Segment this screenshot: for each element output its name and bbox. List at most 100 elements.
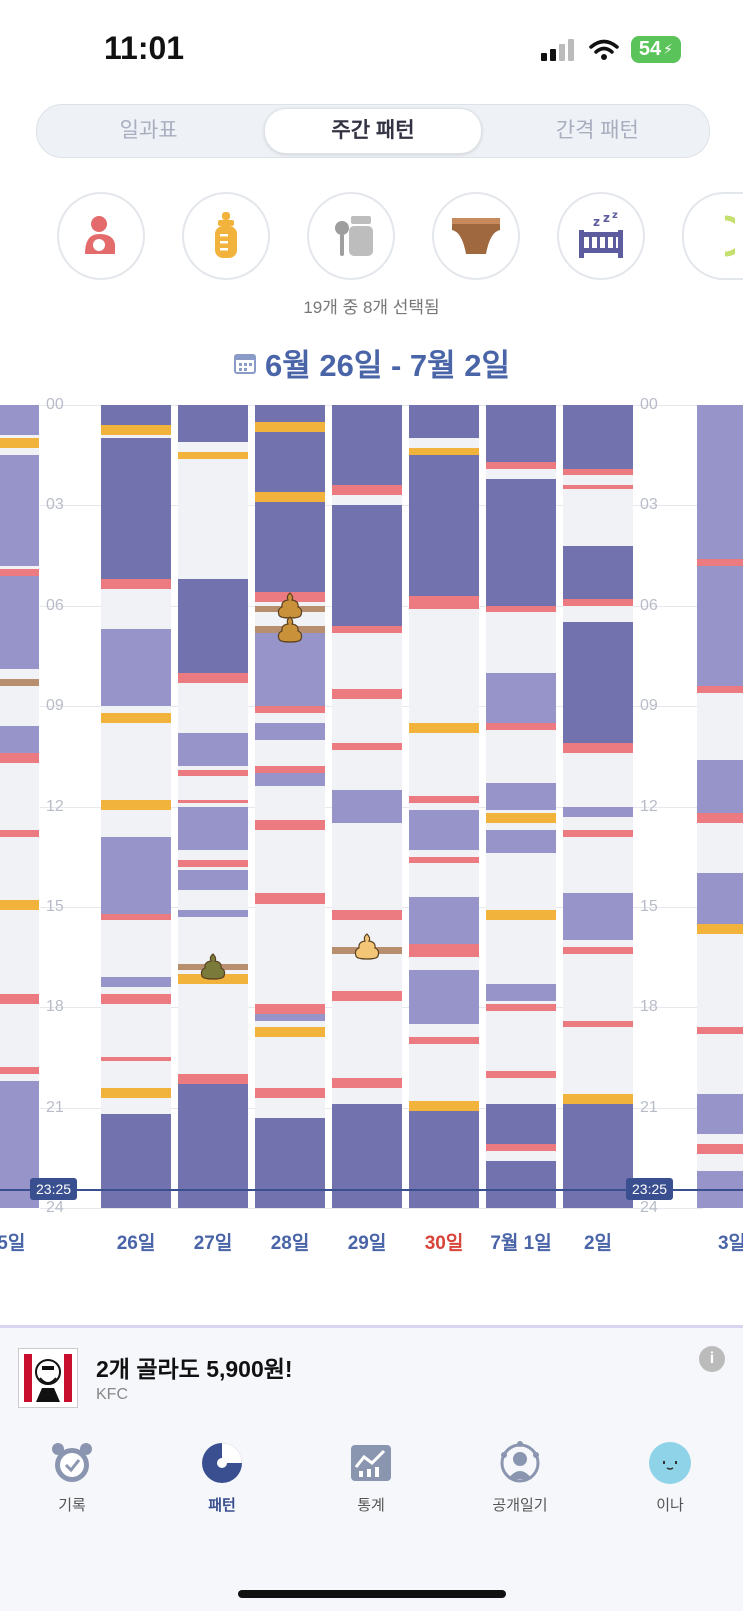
segment-red: [563, 829, 633, 837]
segment-red: [255, 819, 325, 830]
hour-label-left: 18: [46, 998, 64, 1016]
day-column[interactable]: [255, 405, 325, 1208]
segment-sleep-dark: [101, 438, 171, 579]
hour-label-left: 09: [46, 697, 64, 715]
tab-public-diary[interactable]: 공개일기: [470, 1440, 570, 1515]
hour-label-right: 06: [640, 596, 658, 614]
ad-banner[interactable]: 2개 골라도 5,900원! KFC i: [0, 1325, 743, 1431]
weekly-pattern-chart[interactable]: 00 00 03 03 06 06 09 09 12 12 15 15 18 18 21 21 24 24 26일 2…: [0, 396, 743, 1280]
hour-label-left: 15: [46, 897, 64, 915]
status-icons: 54 ⚡: [540, 36, 681, 63]
other-icon[interactable]: [682, 192, 743, 280]
charging-icon: ⚡: [663, 41, 673, 57]
segment-red: [697, 686, 743, 693]
segment-sleep-light: [178, 910, 248, 917]
segment-red: [409, 856, 479, 864]
segment-red: [332, 1077, 402, 1088]
segment-red: [0, 568, 39, 576]
segment-sleep-light: [486, 672, 556, 723]
tab-daily-schedule[interactable]: 일과표: [119, 119, 178, 142]
segment-sleep-dark: [178, 578, 248, 673]
sleep-icon[interactable]: z z z: [557, 192, 645, 280]
segment-sleep-dark: [486, 1104, 556, 1145]
hour-label-left: 12: [46, 797, 64, 815]
svg-text:z: z: [612, 212, 618, 221]
segment-red: [255, 766, 325, 774]
segment-red: [255, 1003, 325, 1014]
nursing-icon[interactable]: [57, 192, 145, 280]
segment-sleep-light: [101, 836, 171, 914]
day-column[interactable]: [563, 405, 633, 1208]
tab-record[interactable]: 기록: [22, 1440, 122, 1515]
hour-label-right: 03: [640, 496, 658, 514]
segment-sleep-light: [697, 1094, 743, 1135]
segment-sleep-light: [409, 970, 479, 1024]
segment-sleep-light: [101, 977, 171, 988]
ad-info-icon[interactable]: i: [699, 1346, 725, 1372]
segment-sleep-dark: [563, 622, 633, 743]
segment-red: [332, 689, 402, 700]
segment-yellow: [409, 722, 479, 733]
tab-pattern-label: 패턴: [208, 1497, 236, 1514]
tab-weekly-pattern[interactable]: 주간 패턴: [264, 108, 482, 154]
day-column-partial-prev[interactable]: [0, 405, 39, 1208]
status-bar: 11:01 54 ⚡: [0, 0, 743, 100]
segment-red: [409, 595, 479, 610]
segment-red: [101, 1057, 171, 1061]
segment-red: [255, 706, 325, 713]
segment-yellow: [409, 1100, 479, 1111]
segment-sleep-light: [0, 726, 39, 753]
tab-stats[interactable]: 통계: [321, 1440, 421, 1515]
segment-red: [697, 1027, 743, 1034]
segment-sleep-dark: [332, 405, 402, 486]
bottle-icon[interactable]: [182, 192, 270, 280]
day-column[interactable]: [178, 405, 248, 1208]
segment-red: [486, 722, 556, 730]
day-column[interactable]: [332, 405, 402, 1208]
hour-label-right: 12: [640, 797, 658, 815]
home-indicator: [238, 1590, 506, 1598]
baby-food-icon[interactable]: [307, 192, 395, 280]
ad-brand: KFC: [96, 1386, 128, 1403]
segment-sleep-dark: [255, 502, 325, 593]
segment-sleep-light: [178, 870, 248, 891]
day-label: 26일: [116, 1233, 156, 1254]
segment-yellow: [101, 712, 171, 723]
segment-red: [697, 813, 743, 824]
tab-pattern[interactable]: 패턴: [172, 1440, 272, 1515]
segment-sleep-dark: [332, 1104, 402, 1208]
segment-sleep-light: [255, 1013, 325, 1021]
segment-yellow: [0, 900, 39, 911]
tab-record-label: 기록: [58, 1497, 86, 1514]
profile-avatar-icon: [647, 1440, 693, 1486]
segment-yellow: [101, 425, 171, 436]
day-column[interactable]: [101, 405, 171, 1208]
day-label: 30일: [424, 1233, 464, 1254]
segment-yellow: [0, 438, 39, 449]
date-range-text: 6월 26일 - 7월 2일: [264, 348, 511, 383]
segment-red: [101, 578, 171, 589]
segment-red: [697, 1144, 743, 1155]
segment-sleep-dark: [101, 1114, 171, 1208]
segment-red: [563, 947, 633, 954]
tab-profile[interactable]: 이나: [620, 1440, 720, 1515]
day-column-partial-next[interactable]: [697, 405, 743, 1208]
segment-yellow: [697, 923, 743, 934]
date-range-selector[interactable]: 6월 26일 - 7월 2일: [0, 340, 743, 385]
segment-sleep-light: [0, 405, 39, 436]
hour-label-right: 21: [640, 1098, 658, 1116]
segment-red: [486, 1144, 556, 1152]
ad-title: 2개 골라도 5,900원!: [96, 1356, 293, 1382]
diaper-icon[interactable]: [432, 192, 520, 280]
day-column[interactable]: [486, 405, 556, 1208]
segment-sleep-light: [178, 806, 248, 850]
day-column[interactable]: [409, 405, 479, 1208]
segment-brown: [0, 679, 39, 687]
segment-red: [332, 742, 402, 750]
segment-red: [486, 1070, 556, 1078]
public-diary-icon: [497, 1440, 543, 1486]
segment-sleep-dark: [409, 1110, 479, 1208]
tab-interval-pattern[interactable]: 간격 패턴: [555, 119, 639, 142]
segment-sleep-dark: [178, 405, 248, 442]
segment-yellow: [409, 448, 479, 456]
